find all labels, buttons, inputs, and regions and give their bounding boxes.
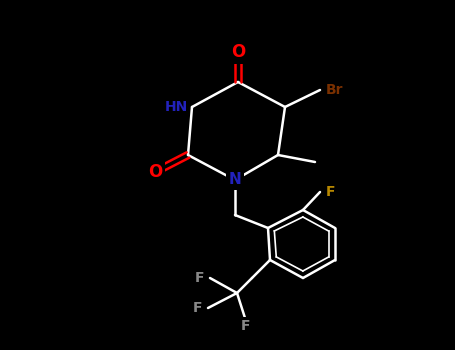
Text: N: N bbox=[228, 173, 241, 188]
Text: HN: HN bbox=[165, 100, 188, 114]
Text: F: F bbox=[326, 185, 335, 199]
Text: F: F bbox=[240, 319, 250, 333]
Text: O: O bbox=[148, 163, 162, 181]
Text: O: O bbox=[231, 43, 245, 61]
Text: F: F bbox=[194, 271, 204, 285]
Text: F: F bbox=[192, 301, 202, 315]
Text: Br: Br bbox=[326, 83, 344, 97]
